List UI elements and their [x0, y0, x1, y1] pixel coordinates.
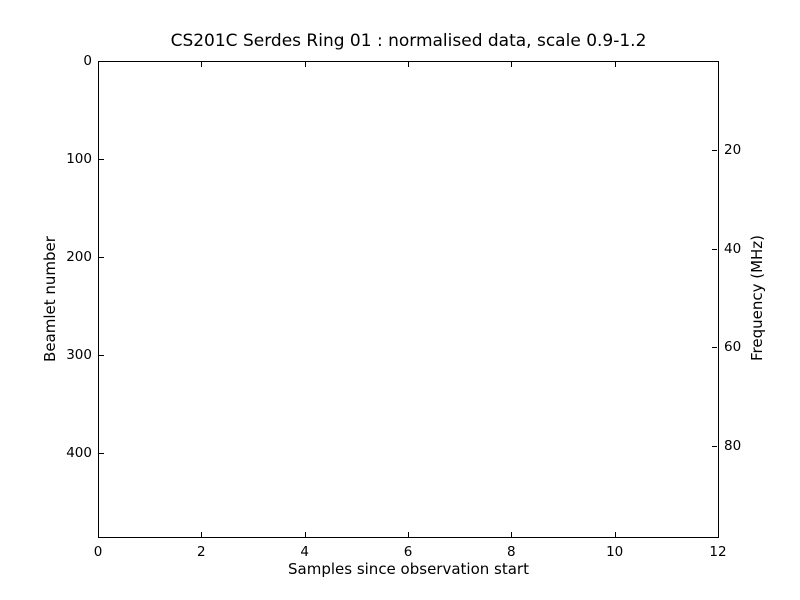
y-right-tick-label: 80	[724, 438, 742, 455]
x-tick-bottom	[408, 532, 409, 537]
y-left-tick-label: 300	[66, 346, 92, 363]
x-tick-bottom	[201, 532, 203, 537]
x-tick-bottom	[511, 532, 513, 537]
y-left-tick	[99, 452, 104, 454]
y-left-tick-label: 400	[66, 444, 92, 461]
x-tick-top	[718, 62, 719, 67]
x-tick-top	[304, 62, 306, 67]
x-tick-label: 2	[197, 544, 206, 560]
y-right-tick	[712, 347, 717, 349]
x-tick-top	[408, 62, 409, 67]
x-tick-top	[614, 62, 616, 67]
x-axis-label: Samples since observation start	[288, 560, 529, 578]
x-tick-bottom	[98, 532, 99, 537]
x-tick-top	[201, 62, 203, 67]
y-left-tick-label: 200	[66, 248, 92, 265]
y-left-tick	[99, 256, 104, 258]
y-right-tick	[712, 248, 717, 250]
x-tick-bottom	[304, 532, 306, 537]
chart-title: CS201C Serdes Ring 01 : normalised data,…	[170, 31, 647, 51]
y-right-tick-label: 60	[724, 339, 742, 356]
x-tick-top	[511, 62, 513, 67]
x-tick-label: 12	[709, 544, 727, 560]
y-axis-label-right: Frequency (MHz)	[748, 234, 766, 362]
y-right-tick-label: 20	[724, 141, 742, 158]
x-tick-bottom	[718, 532, 719, 537]
y-left-tick	[99, 158, 104, 160]
x-tick-top	[98, 62, 99, 67]
x-tick-label: 10	[606, 544, 624, 560]
y-right-tick-label: 40	[724, 240, 742, 257]
y-right-tick	[712, 446, 717, 448]
x-tick-label: 6	[403, 544, 413, 560]
x-tick-label: 8	[507, 544, 516, 560]
plot-area	[98, 61, 719, 538]
y-left-tick-label: 100	[66, 150, 92, 167]
x-tick-label: 4	[300, 544, 309, 560]
x-tick-bottom	[614, 532, 616, 537]
y-right-tick	[712, 149, 717, 151]
x-tick-label: 0	[93, 544, 103, 560]
y-left-tick	[99, 354, 104, 356]
y-left-tick	[99, 61, 104, 62]
y-left-tick-label: 0	[83, 53, 92, 69]
